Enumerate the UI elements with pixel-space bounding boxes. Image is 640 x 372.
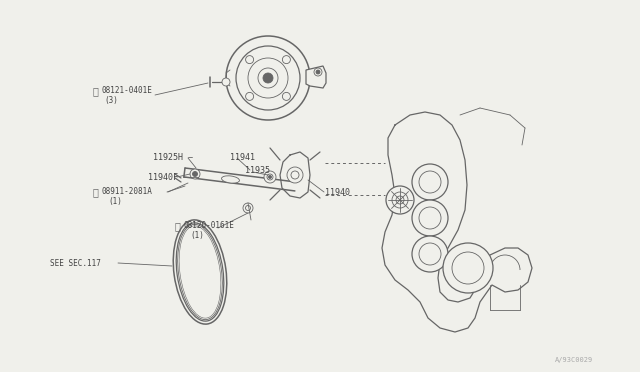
Circle shape	[316, 70, 320, 74]
Circle shape	[452, 252, 484, 284]
Circle shape	[236, 46, 300, 110]
Circle shape	[282, 92, 291, 100]
Circle shape	[248, 58, 288, 98]
Text: (1): (1)	[108, 196, 122, 205]
Text: A/93C0029: A/93C0029	[555, 357, 593, 363]
Circle shape	[412, 236, 448, 272]
Polygon shape	[306, 66, 326, 88]
Circle shape	[226, 36, 310, 120]
Text: 11941: 11941	[230, 153, 255, 161]
Circle shape	[264, 171, 276, 183]
Text: Ⓑ: Ⓑ	[174, 221, 180, 231]
Circle shape	[386, 186, 414, 214]
Circle shape	[246, 56, 253, 64]
Circle shape	[258, 68, 278, 88]
Circle shape	[443, 243, 493, 293]
Text: 11940: 11940	[325, 187, 350, 196]
Ellipse shape	[173, 220, 227, 324]
Circle shape	[396, 196, 404, 204]
Circle shape	[419, 171, 441, 193]
Text: Ⓑ: Ⓑ	[92, 86, 98, 96]
Text: (1): (1)	[190, 231, 204, 240]
Text: 11935: 11935	[245, 166, 270, 174]
Text: 08120-0161E: 08120-0161E	[184, 221, 235, 230]
Circle shape	[287, 167, 303, 183]
Ellipse shape	[179, 226, 221, 318]
Circle shape	[291, 171, 299, 179]
Ellipse shape	[178, 224, 222, 320]
Circle shape	[267, 174, 273, 180]
Ellipse shape	[176, 223, 224, 321]
Ellipse shape	[221, 176, 239, 183]
Circle shape	[392, 192, 408, 208]
Text: 08911-2081A: 08911-2081A	[101, 186, 152, 196]
Circle shape	[269, 176, 271, 179]
Circle shape	[243, 203, 253, 213]
Circle shape	[314, 68, 322, 76]
Circle shape	[412, 200, 448, 236]
Circle shape	[419, 243, 441, 265]
Text: 08121-0401E: 08121-0401E	[101, 86, 152, 94]
Circle shape	[282, 56, 291, 64]
Circle shape	[246, 205, 250, 211]
Text: Ⓝ: Ⓝ	[92, 187, 98, 197]
Circle shape	[190, 169, 200, 179]
Circle shape	[246, 92, 253, 100]
Circle shape	[222, 78, 230, 86]
Text: (3): (3)	[104, 96, 118, 105]
Text: SEE SEC.117: SEE SEC.117	[50, 259, 101, 267]
Circle shape	[263, 73, 273, 83]
Circle shape	[419, 207, 441, 229]
Circle shape	[193, 171, 198, 176]
Circle shape	[412, 164, 448, 200]
Text: 11925H: 11925H	[153, 153, 183, 161]
Text: 11940F: 11940F	[148, 173, 178, 182]
